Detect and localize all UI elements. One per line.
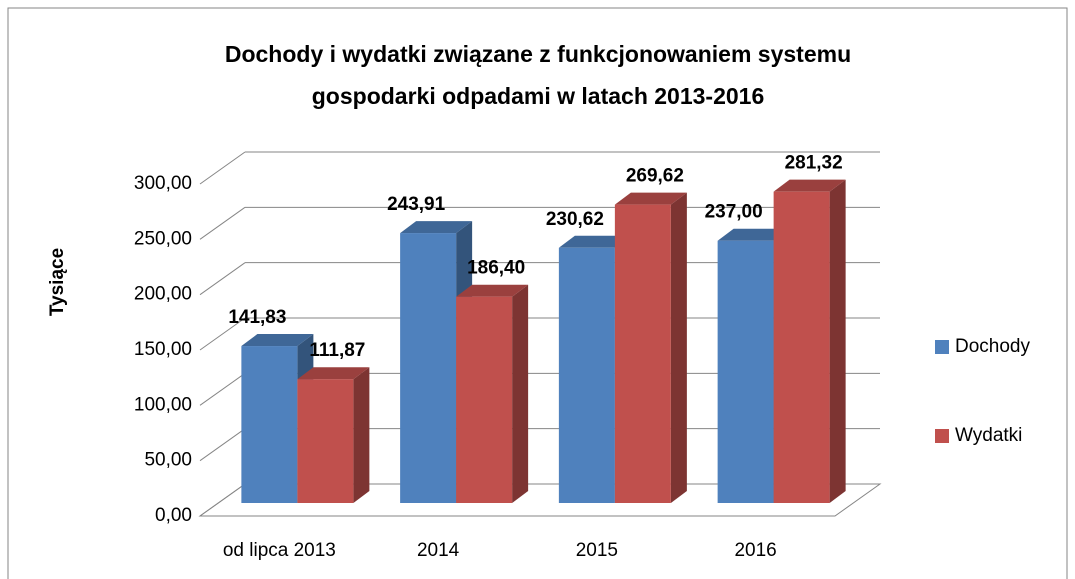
bar-top (717, 228, 790, 241)
bar (400, 233, 457, 503)
y-tick-label: 300,00 (134, 173, 192, 194)
data-label: 269,62 (626, 166, 684, 187)
legend-swatch (935, 429, 949, 443)
grid-line (199, 372, 246, 406)
bar-side (353, 367, 370, 503)
bar-top (297, 367, 370, 380)
y-tick-label: 50,00 (144, 450, 192, 471)
grid-line (199, 317, 246, 351)
bar-top (241, 334, 314, 347)
data-label: 237,00 (705, 202, 763, 223)
chart-title: gospodarki odpadami w latach 2013-2016 (312, 83, 765, 109)
data-label: 111,87 (309, 340, 365, 361)
y-axis-label: Tysiące (47, 248, 68, 316)
bar-top (614, 192, 687, 205)
bar (297, 379, 354, 503)
x-tick-label: 2014 (417, 540, 460, 561)
data-label: 141,83 (228, 307, 286, 328)
grid-line (199, 151, 246, 185)
y-tick-label: 0,00 (155, 505, 192, 526)
data-label: 186,40 (467, 258, 525, 279)
bar-side (512, 284, 529, 503)
x-tick-label: 2016 (734, 540, 776, 561)
bar (456, 296, 513, 503)
grid-line (199, 262, 246, 296)
bar-top (456, 284, 529, 297)
bar (614, 204, 671, 503)
bar-side (829, 179, 846, 503)
bar (241, 346, 298, 503)
legend-label: Wydatki (955, 425, 1022, 446)
legend-label: Dochody (955, 336, 1030, 357)
grid-line (199, 483, 246, 517)
y-tick-label: 200,00 (134, 284, 192, 305)
bar (717, 240, 774, 503)
bar-side (670, 192, 687, 503)
bar (773, 191, 830, 503)
y-tick-label: 100,00 (134, 394, 192, 415)
bar-top (558, 235, 631, 248)
data-label: 230,62 (546, 209, 604, 230)
x-tick-label: 2015 (576, 540, 618, 561)
legend-swatch (935, 340, 949, 354)
bar-top (400, 221, 473, 234)
grid-line (199, 428, 246, 462)
chart-title: Dochody i wydatki związane z funkcjonowa… (225, 41, 851, 67)
y-tick-label: 250,00 (134, 228, 192, 249)
bar-top (773, 179, 846, 192)
data-label: 281,32 (785, 153, 843, 174)
data-label: 243,91 (387, 194, 446, 215)
grid-line (199, 206, 246, 240)
y-tick-label: 150,00 (134, 339, 192, 360)
x-tick-label: od lipca 2013 (223, 540, 336, 561)
bar (558, 247, 615, 503)
